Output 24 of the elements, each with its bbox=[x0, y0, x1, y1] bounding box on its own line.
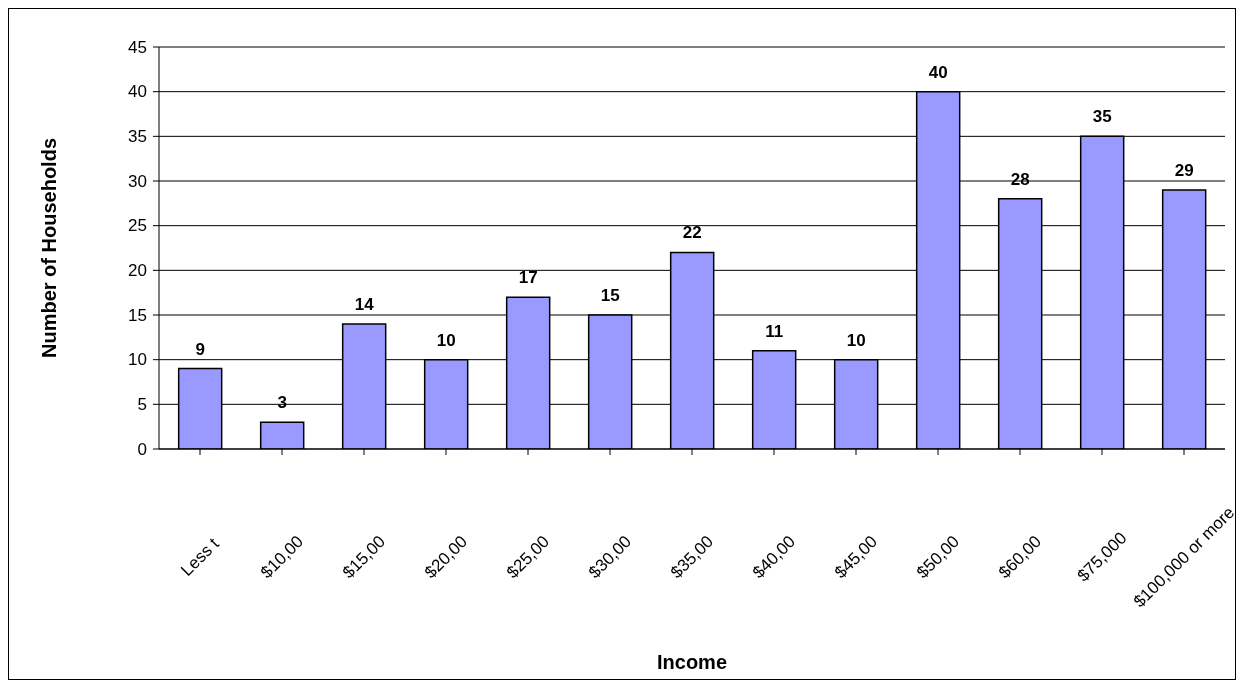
data-label: 10 bbox=[436, 330, 456, 350]
y-tick-label: 30 bbox=[128, 171, 147, 191]
data-label: 22 bbox=[682, 223, 702, 243]
data-label: 10 bbox=[846, 330, 866, 350]
data-label: 35 bbox=[1092, 107, 1112, 127]
data-label: 17 bbox=[518, 268, 538, 288]
y-tick-label: 35 bbox=[128, 126, 147, 146]
y-tick-label: 5 bbox=[137, 394, 147, 414]
y-tick-label: 0 bbox=[137, 439, 147, 459]
y-tick-label: 15 bbox=[128, 305, 147, 325]
data-label: 29 bbox=[1174, 160, 1194, 180]
y-tick-label: 20 bbox=[128, 260, 147, 280]
data-label: 28 bbox=[1010, 169, 1030, 189]
data-label: 11 bbox=[765, 321, 784, 341]
y-axis-title: Number of Households bbox=[38, 137, 61, 359]
y-tick-label: 10 bbox=[128, 350, 147, 370]
y-tick-label: 45 bbox=[128, 37, 147, 57]
x-axis-title: Income bbox=[656, 651, 728, 673]
data-label: 40 bbox=[928, 62, 948, 82]
y-tick-label: 40 bbox=[128, 82, 147, 102]
y-tick-label: 25 bbox=[128, 216, 147, 236]
data-label: 9 bbox=[195, 339, 205, 359]
data-label: 15 bbox=[600, 286, 620, 305]
data-label: 14 bbox=[354, 294, 375, 314]
